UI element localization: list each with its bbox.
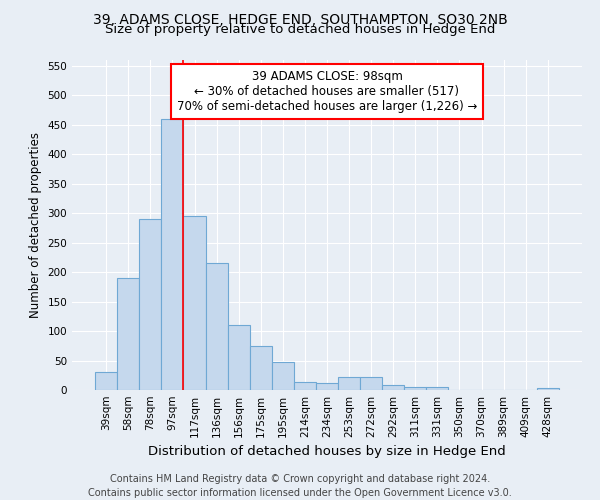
- Bar: [272, 362, 294, 390]
- Bar: [338, 377, 360, 390]
- Text: 39, ADAMS CLOSE, HEDGE END, SOUTHAMPTON, SO30 2NB: 39, ADAMS CLOSE, HEDGE END, SOUTHAMPTON,…: [92, 12, 508, 26]
- X-axis label: Distribution of detached houses by size in Hedge End: Distribution of detached houses by size …: [148, 446, 506, 458]
- Bar: [316, 383, 338, 390]
- Bar: [206, 264, 227, 390]
- Text: 39 ADAMS CLOSE: 98sqm
← 30% of detached houses are smaller (517)
70% of semi-det: 39 ADAMS CLOSE: 98sqm ← 30% of detached …: [177, 70, 477, 113]
- Bar: [139, 219, 161, 390]
- Bar: [294, 382, 316, 390]
- Bar: [250, 346, 272, 390]
- Bar: [382, 386, 404, 390]
- Bar: [95, 372, 117, 390]
- Bar: [227, 325, 250, 390]
- Text: Contains HM Land Registry data © Crown copyright and database right 2024.
Contai: Contains HM Land Registry data © Crown c…: [88, 474, 512, 498]
- Bar: [161, 119, 184, 390]
- Bar: [184, 216, 206, 390]
- Bar: [537, 388, 559, 390]
- Bar: [360, 377, 382, 390]
- Bar: [427, 387, 448, 390]
- Text: Size of property relative to detached houses in Hedge End: Size of property relative to detached ho…: [105, 22, 495, 36]
- Bar: [117, 278, 139, 390]
- Y-axis label: Number of detached properties: Number of detached properties: [29, 132, 42, 318]
- Bar: [404, 387, 427, 390]
